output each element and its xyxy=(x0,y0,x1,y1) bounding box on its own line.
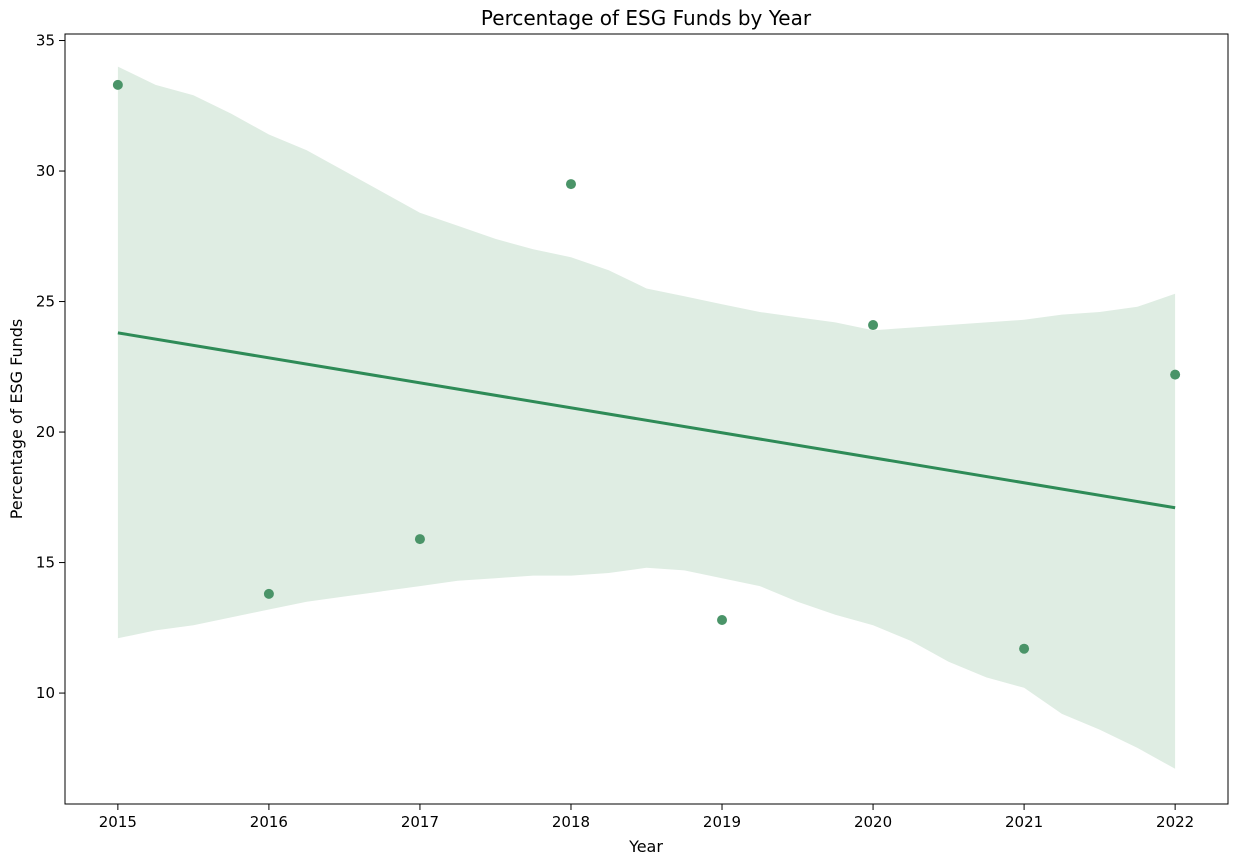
y-tick-label: 20 xyxy=(36,423,55,441)
y-tick-label: 15 xyxy=(36,554,55,572)
plot-area: 2015 2016 2017 2018 2019 2020 2021 2022 10 15 20 25… xyxy=(36,32,1229,831)
y-tick-label: 35 xyxy=(36,32,55,50)
y-tick-label: 10 xyxy=(36,684,55,702)
x-tick-label: 2019 xyxy=(703,813,741,831)
data-point xyxy=(868,320,879,331)
x-axis-label: Year xyxy=(628,837,663,856)
x-tick-label: 2016 xyxy=(250,813,288,831)
data-point xyxy=(112,79,123,90)
x-tick-label: 2017 xyxy=(401,813,439,831)
data-point xyxy=(1170,369,1181,380)
data-point xyxy=(263,588,274,599)
x-tick-label: 2015 xyxy=(99,813,137,831)
chart-title: Percentage of ESG Funds by Year xyxy=(481,6,812,30)
regression-line xyxy=(117,331,1176,510)
data-point xyxy=(1019,643,1030,654)
y-tick-label: 25 xyxy=(36,293,55,311)
x-tick-label: 2020 xyxy=(854,813,892,831)
x-tick-label: 2021 xyxy=(1005,813,1043,831)
x-tick-label: 2018 xyxy=(552,813,590,831)
data-point xyxy=(717,614,728,625)
plot-frame xyxy=(64,33,1229,805)
data-point xyxy=(414,534,425,545)
y-tick-label: 30 xyxy=(36,162,55,180)
x-tick-label: 2022 xyxy=(1156,813,1194,831)
data-point xyxy=(565,179,576,190)
confidence-band xyxy=(117,66,1176,769)
y-axis-label: Percentage of ESG Funds xyxy=(7,319,26,519)
